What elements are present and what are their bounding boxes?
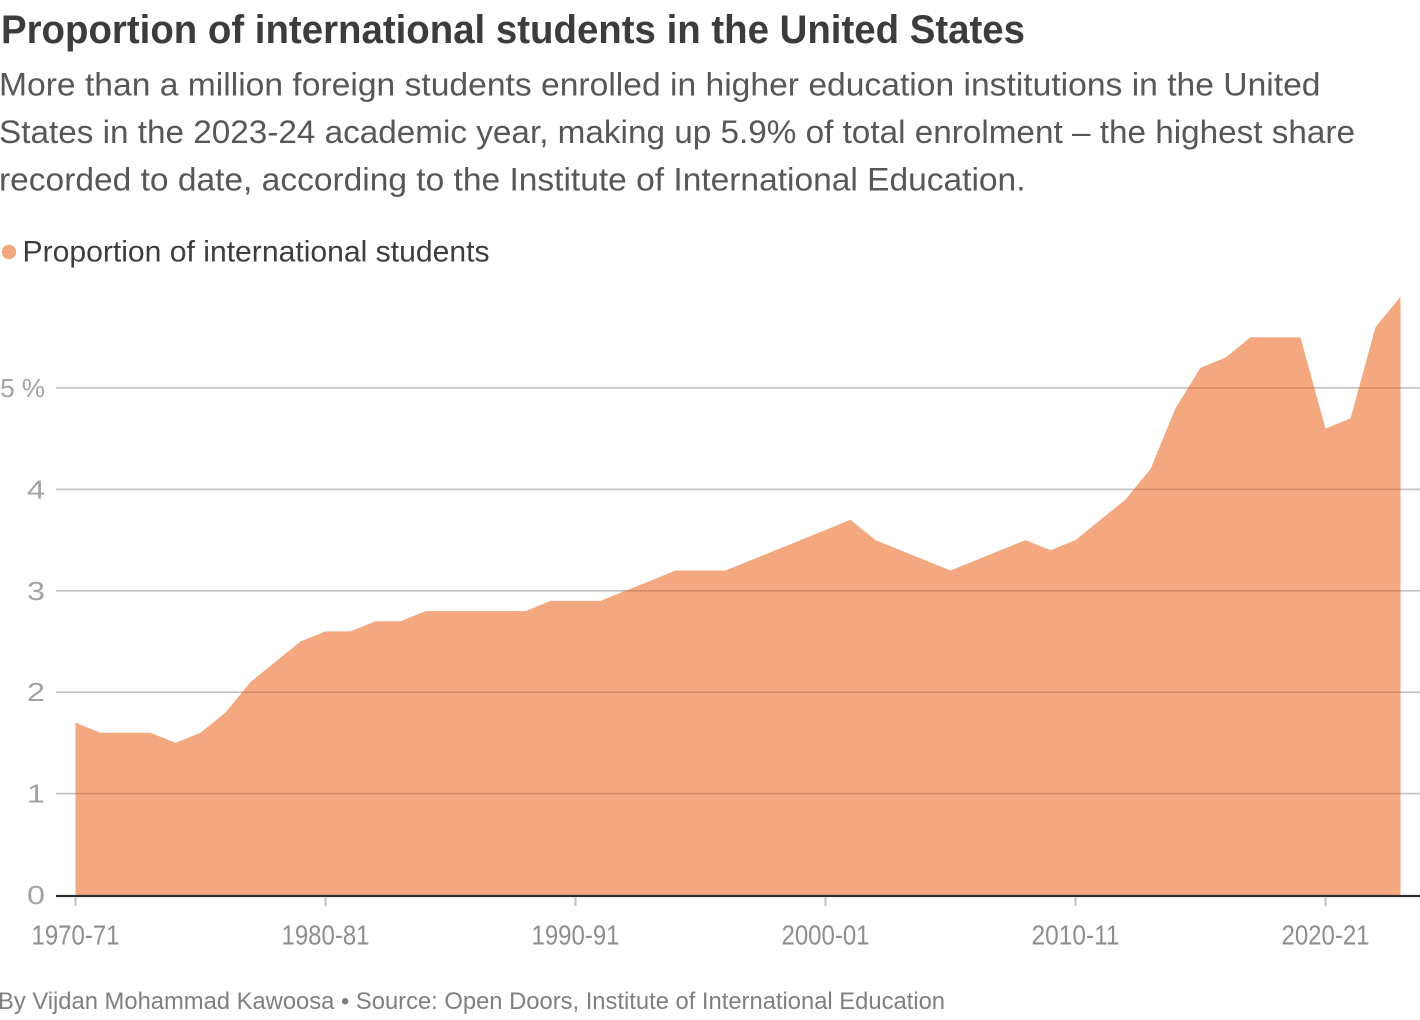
svg-text:1: 1 <box>27 779 45 809</box>
svg-text:Proportion of international st: Proportion of international students <box>23 236 490 269</box>
svg-text:Proportion of international st: Proportion of international students in … <box>1 8 1025 52</box>
svg-text:3: 3 <box>27 576 45 606</box>
svg-text:States in the 2023-24 academic: States in the 2023-24 academic year, mak… <box>0 114 1355 150</box>
svg-text:recorded to date, according to: recorded to date, according to the Insti… <box>0 162 1026 198</box>
svg-text:By Vijdan Mohammad Kawoosa • S: By Vijdan Mohammad Kawoosa • Source: Ope… <box>0 988 945 1015</box>
svg-text:2020-21: 2020-21 <box>1282 919 1370 950</box>
svg-text:1970-71: 1970-71 <box>32 919 120 950</box>
svg-text:1990-91: 1990-91 <box>532 919 620 950</box>
svg-text:4: 4 <box>27 474 45 504</box>
svg-text:1980-81: 1980-81 <box>282 919 370 950</box>
svg-text:2000-01: 2000-01 <box>782 919 870 950</box>
svg-text:5 %: 5 % <box>0 373 45 403</box>
svg-text:2010-11: 2010-11 <box>1032 919 1120 950</box>
svg-text:0: 0 <box>27 880 45 910</box>
svg-text:More than a million foreign st: More than a million foreign students enr… <box>0 66 1321 102</box>
svg-text:2: 2 <box>27 677 45 707</box>
